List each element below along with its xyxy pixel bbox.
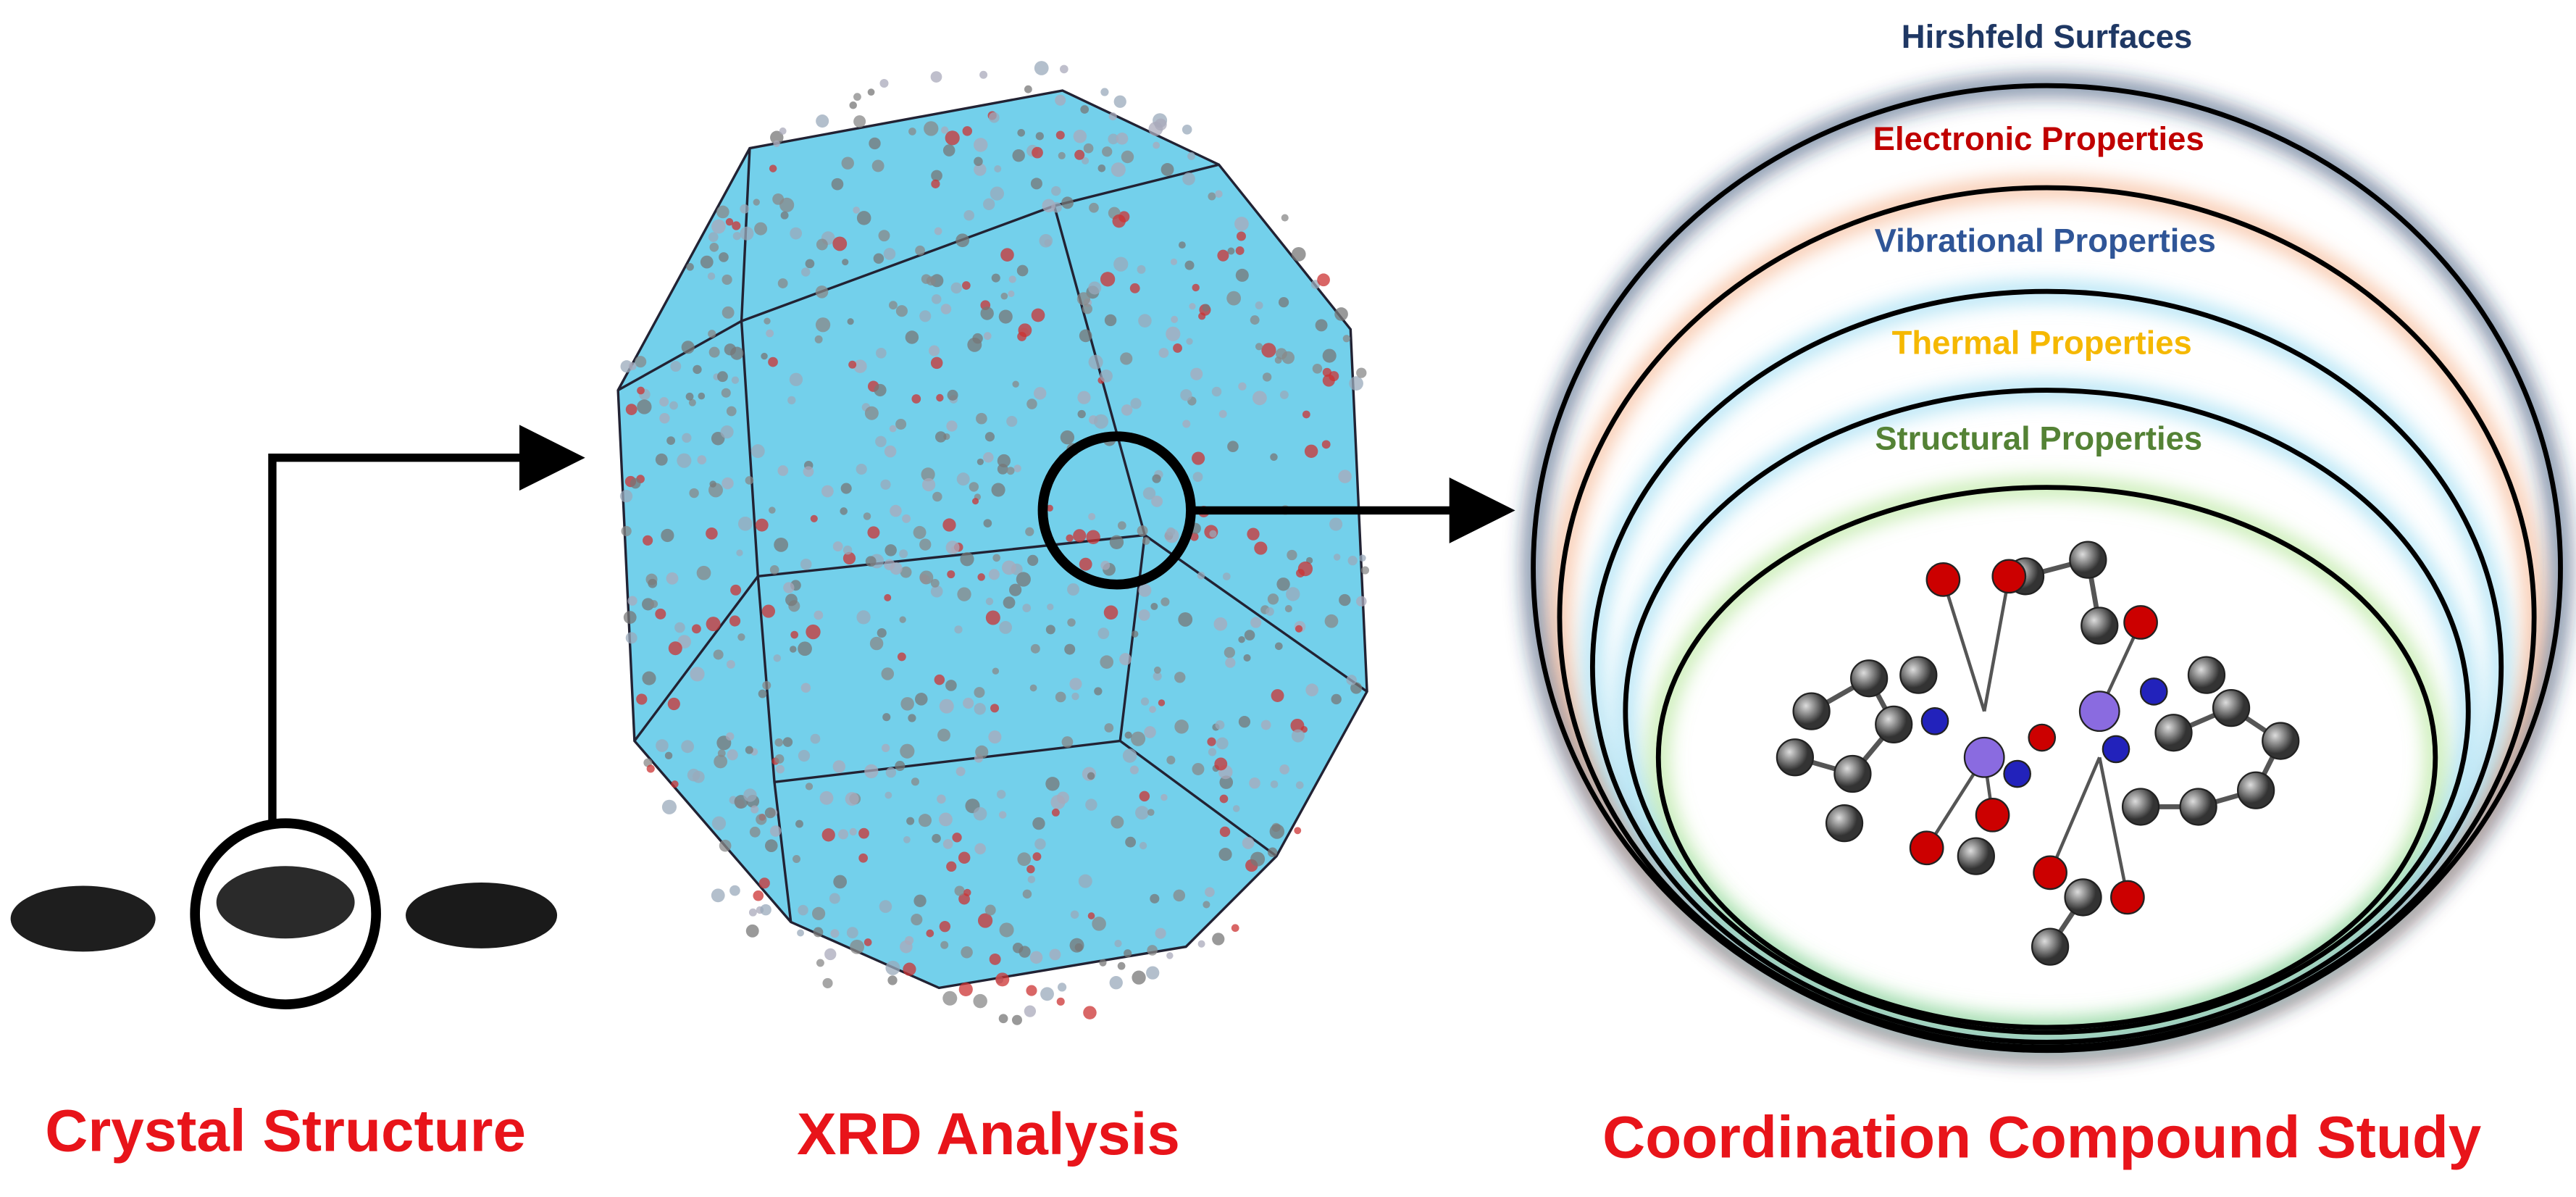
ring-label: Structural Properties <box>1875 420 2202 456</box>
crystals <box>10 818 558 1009</box>
molecule <box>1776 541 2300 966</box>
arrow <box>268 425 585 824</box>
stage-label: XRD Analysis <box>797 1101 1180 1167</box>
property-rings <box>1523 75 2571 1061</box>
ring-label: Electronic Properties <box>1873 120 2204 157</box>
crystal-packing <box>616 61 1370 1025</box>
stage-label: Crystal Structure <box>45 1098 526 1164</box>
stage-label: Coordination Compound Study <box>1602 1104 2482 1170</box>
ring-label: Hirshfeld Surfaces <box>1902 18 2193 55</box>
ring-label: Vibrational Properties <box>1875 222 2216 259</box>
ring-label: Thermal Properties <box>1892 325 2192 362</box>
